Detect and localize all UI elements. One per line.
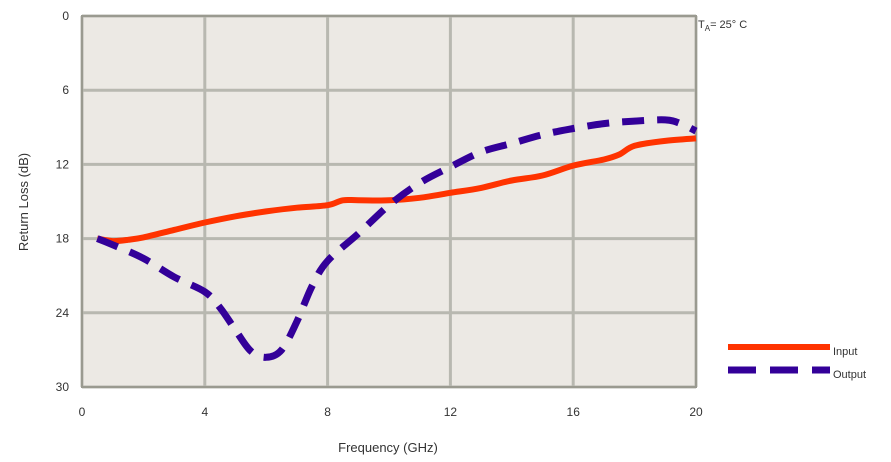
y-tick-labels: 0 6 12 18 24 30 [56,9,70,394]
y-tick-label: 0 [62,9,69,23]
x-axis-label: Frequency (GHz) [338,440,438,455]
legend-label-input: Input [833,346,857,358]
temperature-annotation: TA= 25° C [698,19,747,33]
y-tick-label: 12 [56,157,70,171]
y-tick-label: 30 [56,380,70,394]
series-line-output [96,116,698,361]
x-tick-label: 20 [689,405,703,419]
y-tick-label: 24 [56,306,70,320]
y-axis-label: Return Loss (dB) [16,153,31,251]
y-tick-label: 6 [62,83,69,97]
x-tick-label: 0 [79,405,86,419]
plot-frame [81,15,697,388]
x-tick-label: 12 [444,405,458,419]
temperature-subscript: A [705,24,711,33]
x-tick-labels: 0 4 8 12 16 20 [79,405,703,419]
y-tick-label: 18 [56,232,70,246]
legend: Input Output [728,344,866,381]
temperature-value: = 25° C [710,19,747,31]
series-layer [96,116,698,361]
series-line-input [96,135,697,245]
x-tick-label: 4 [201,405,208,419]
legend-label-output: Output [833,369,866,381]
x-tick-label: 8 [324,405,331,419]
x-tick-label: 16 [567,405,581,419]
temperature-symbol: T [698,19,705,31]
